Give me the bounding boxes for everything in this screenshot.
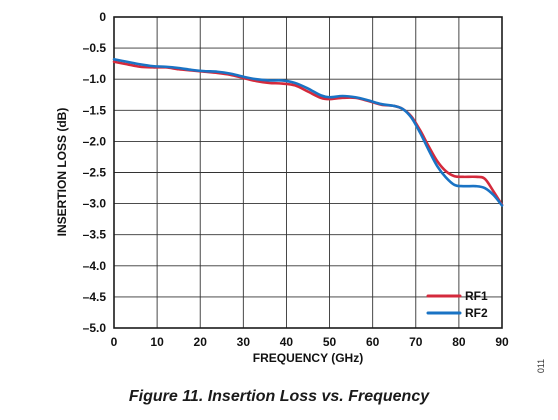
y-tick-label: –3.5: [83, 228, 107, 242]
legend-label-rf1: RF1: [465, 289, 488, 303]
y-tick-label: –1.5: [83, 103, 107, 117]
y-tick-label: –2.0: [83, 134, 107, 148]
chart-legend: RF1 RF2: [426, 289, 488, 320]
series-line-rf2: [112, 58, 504, 207]
figure-code: 011: [536, 359, 546, 373]
y-tick-label: –5.0: [83, 321, 107, 335]
x-tick-label: 60: [366, 335, 380, 349]
x-tick-label: 20: [194, 335, 208, 349]
x-tick-label: 80: [452, 335, 466, 349]
x-tick-label: 30: [237, 335, 251, 349]
y-tick-label: –1.0: [83, 72, 107, 86]
y-tick-label: –3.0: [83, 197, 107, 211]
figure-caption: Figure 11. Insertion Loss vs. Frequency: [128, 388, 430, 405]
legend-label-rf2: RF2: [465, 306, 488, 320]
y-tick-label: –0.5: [83, 41, 107, 55]
y-axis-tick-labels: 0 –0.5 –1.0 –1.5 –2.0 –2.5 –3.0 –3.5 –4.0 –4.5 –5.…: [83, 10, 107, 335]
x-tick-label: 10: [150, 335, 164, 349]
x-axis-title: FREQUENCY (GHz): [253, 351, 363, 365]
x-tick-label: 40: [280, 335, 294, 349]
x-axis-tick-labels: 0 10 20 30 40 50 60 70 80 90: [111, 335, 509, 349]
x-tick-label: 90: [495, 335, 509, 349]
y-tick-label: –4.0: [83, 259, 107, 273]
data-series: [112, 58, 504, 207]
x-tick-label: 70: [409, 335, 423, 349]
y-tick-label: –4.5: [83, 290, 107, 304]
y-axis-title: INSERTION LOSS (dB): [55, 108, 69, 237]
y-tick-label: 0: [99, 10, 106, 24]
x-tick-label: 0: [111, 335, 118, 349]
x-tick-label: 50: [323, 335, 337, 349]
y-tick-label: –2.5: [83, 166, 107, 180]
plot-area-frame: [113, 16, 503, 329]
